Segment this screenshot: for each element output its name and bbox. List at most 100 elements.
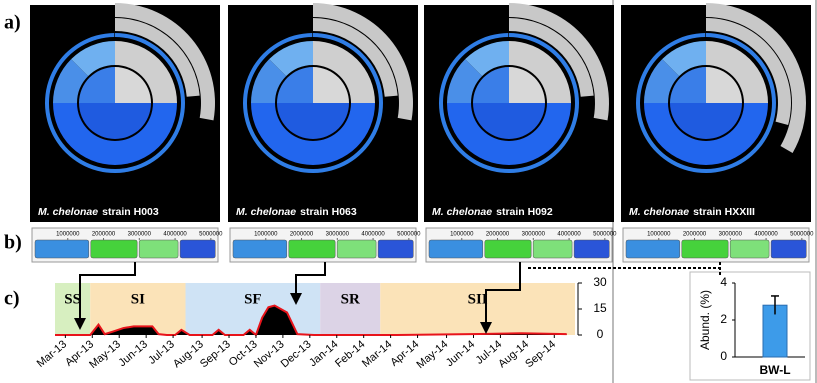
arc: [79, 67, 115, 103]
phase-label: SF: [244, 291, 262, 307]
genome-tick-label: 4000000: [557, 232, 581, 238]
phase-label: SR: [341, 291, 360, 307]
x-tick-label: May-13: [87, 338, 123, 371]
arc: [644, 59, 680, 103]
phase-band: [55, 283, 91, 335]
arc: [269, 41, 313, 77]
connector: [485, 262, 521, 326]
arc: [509, 67, 545, 103]
inset-box: [689, 271, 811, 381]
genome-tick-label: 1000000: [647, 232, 671, 238]
phase-band: [380, 283, 575, 335]
species: M. chelonae: [38, 206, 98, 218]
phase-band: [320, 283, 381, 335]
arc: [706, 41, 768, 103]
strain-label: M. chelonae strain H092: [432, 206, 553, 218]
sunburst: [635, 3, 806, 174]
genome-segment: [625, 239, 681, 259]
arc: [313, 3, 413, 121]
arc: [473, 67, 509, 103]
arc: [670, 67, 706, 103]
phase-label: SI: [131, 291, 145, 307]
genome-tick-label: 5000000: [199, 232, 223, 238]
genome-segment: [138, 239, 179, 259]
arc: [53, 59, 89, 103]
strain: strain H092: [496, 206, 553, 218]
arc: [447, 103, 571, 165]
arrowheads: [74, 293, 492, 334]
arc: [251, 103, 375, 165]
genome-segment: [288, 239, 336, 259]
area-line: [55, 304, 567, 337]
x-tick-label: Feb-14: [333, 338, 367, 370]
genome-tick-label: 1000000: [254, 232, 278, 238]
genome-segment: [90, 239, 138, 259]
genome-segment: [428, 239, 484, 259]
arrowhead: [74, 318, 86, 330]
strain: strain H063: [300, 206, 357, 218]
arc: [115, 41, 177, 103]
phase-band: [185, 283, 321, 335]
arc: [662, 41, 706, 77]
arc: [706, 67, 742, 103]
genome-segment: [729, 239, 770, 259]
time-series: SS SI SF SR SII01530Mar-13Apr-13May-13Jun-13…: [35, 275, 607, 371]
genome-tick-label: 4000000: [754, 232, 778, 238]
genome-tick-label: 3000000: [128, 232, 152, 238]
genome-tick-label: 2000000: [92, 232, 116, 238]
phase-label: SII: [468, 291, 488, 307]
y-tick-label: 15: [593, 301, 607, 315]
genome-tick-label: 3000000: [719, 232, 743, 238]
arc: [313, 41, 375, 103]
sunburst: [44, 3, 215, 173]
x-tick-label: Mar-14: [360, 338, 394, 370]
arrowhead: [290, 293, 302, 305]
species: M. chelonae: [432, 206, 492, 218]
genome-segment: [336, 239, 377, 259]
arc: [277, 103, 349, 139]
genome-tick-label: 5000000: [790, 232, 814, 238]
x-tick-label: Sep-14: [523, 338, 558, 370]
genome-tick-label: 2000000: [290, 232, 314, 238]
genome-segment: [179, 239, 216, 259]
arc: [509, 18, 594, 97]
panel-label: c): [4, 288, 20, 310]
sunburst: [242, 3, 413, 173]
genome-tick-label: 2000000: [486, 232, 510, 238]
arc: [115, 18, 200, 97]
connector: [79, 262, 136, 322]
connector: [528, 262, 721, 269]
x-tick-label: May-14: [415, 338, 451, 371]
x-tick-label: Mar-13: [35, 338, 69, 370]
genome-tick-label: 4000000: [361, 232, 385, 238]
genome-segment: [573, 239, 610, 259]
genome-tick-label: 1000000: [56, 232, 80, 238]
arc: [447, 59, 483, 103]
genome-tick-label: 5000000: [593, 232, 617, 238]
arc: [277, 67, 313, 103]
arc: [313, 18, 398, 97]
arc: [115, 3, 215, 121]
genome-tick-label: 5000000: [397, 232, 421, 238]
y-tick-label: 0: [597, 327, 604, 341]
x-tick-label: Jun-14: [444, 338, 477, 369]
phase-label: SS: [64, 291, 81, 307]
x-tick-label: Sep-13: [198, 338, 233, 370]
arc: [473, 103, 545, 139]
genome-segment: [532, 239, 573, 259]
x-tick-label: BW-L: [759, 363, 790, 377]
y-tick-label: 4: [720, 275, 727, 289]
arrowhead: [480, 322, 492, 334]
strain-label: M. chelonae strain H063: [236, 206, 357, 218]
arc: [509, 41, 571, 103]
sunburst: [438, 3, 609, 173]
connector: [295, 262, 326, 297]
strain-label: M. chelonae strain HXXIII: [629, 206, 755, 218]
species: M. chelonae: [629, 206, 689, 218]
genome-segment: [377, 239, 414, 259]
arc: [644, 103, 768, 165]
y-tick-label: 30: [593, 275, 607, 289]
connectors: [79, 262, 721, 326]
strain: strain HXXIII: [693, 206, 755, 218]
